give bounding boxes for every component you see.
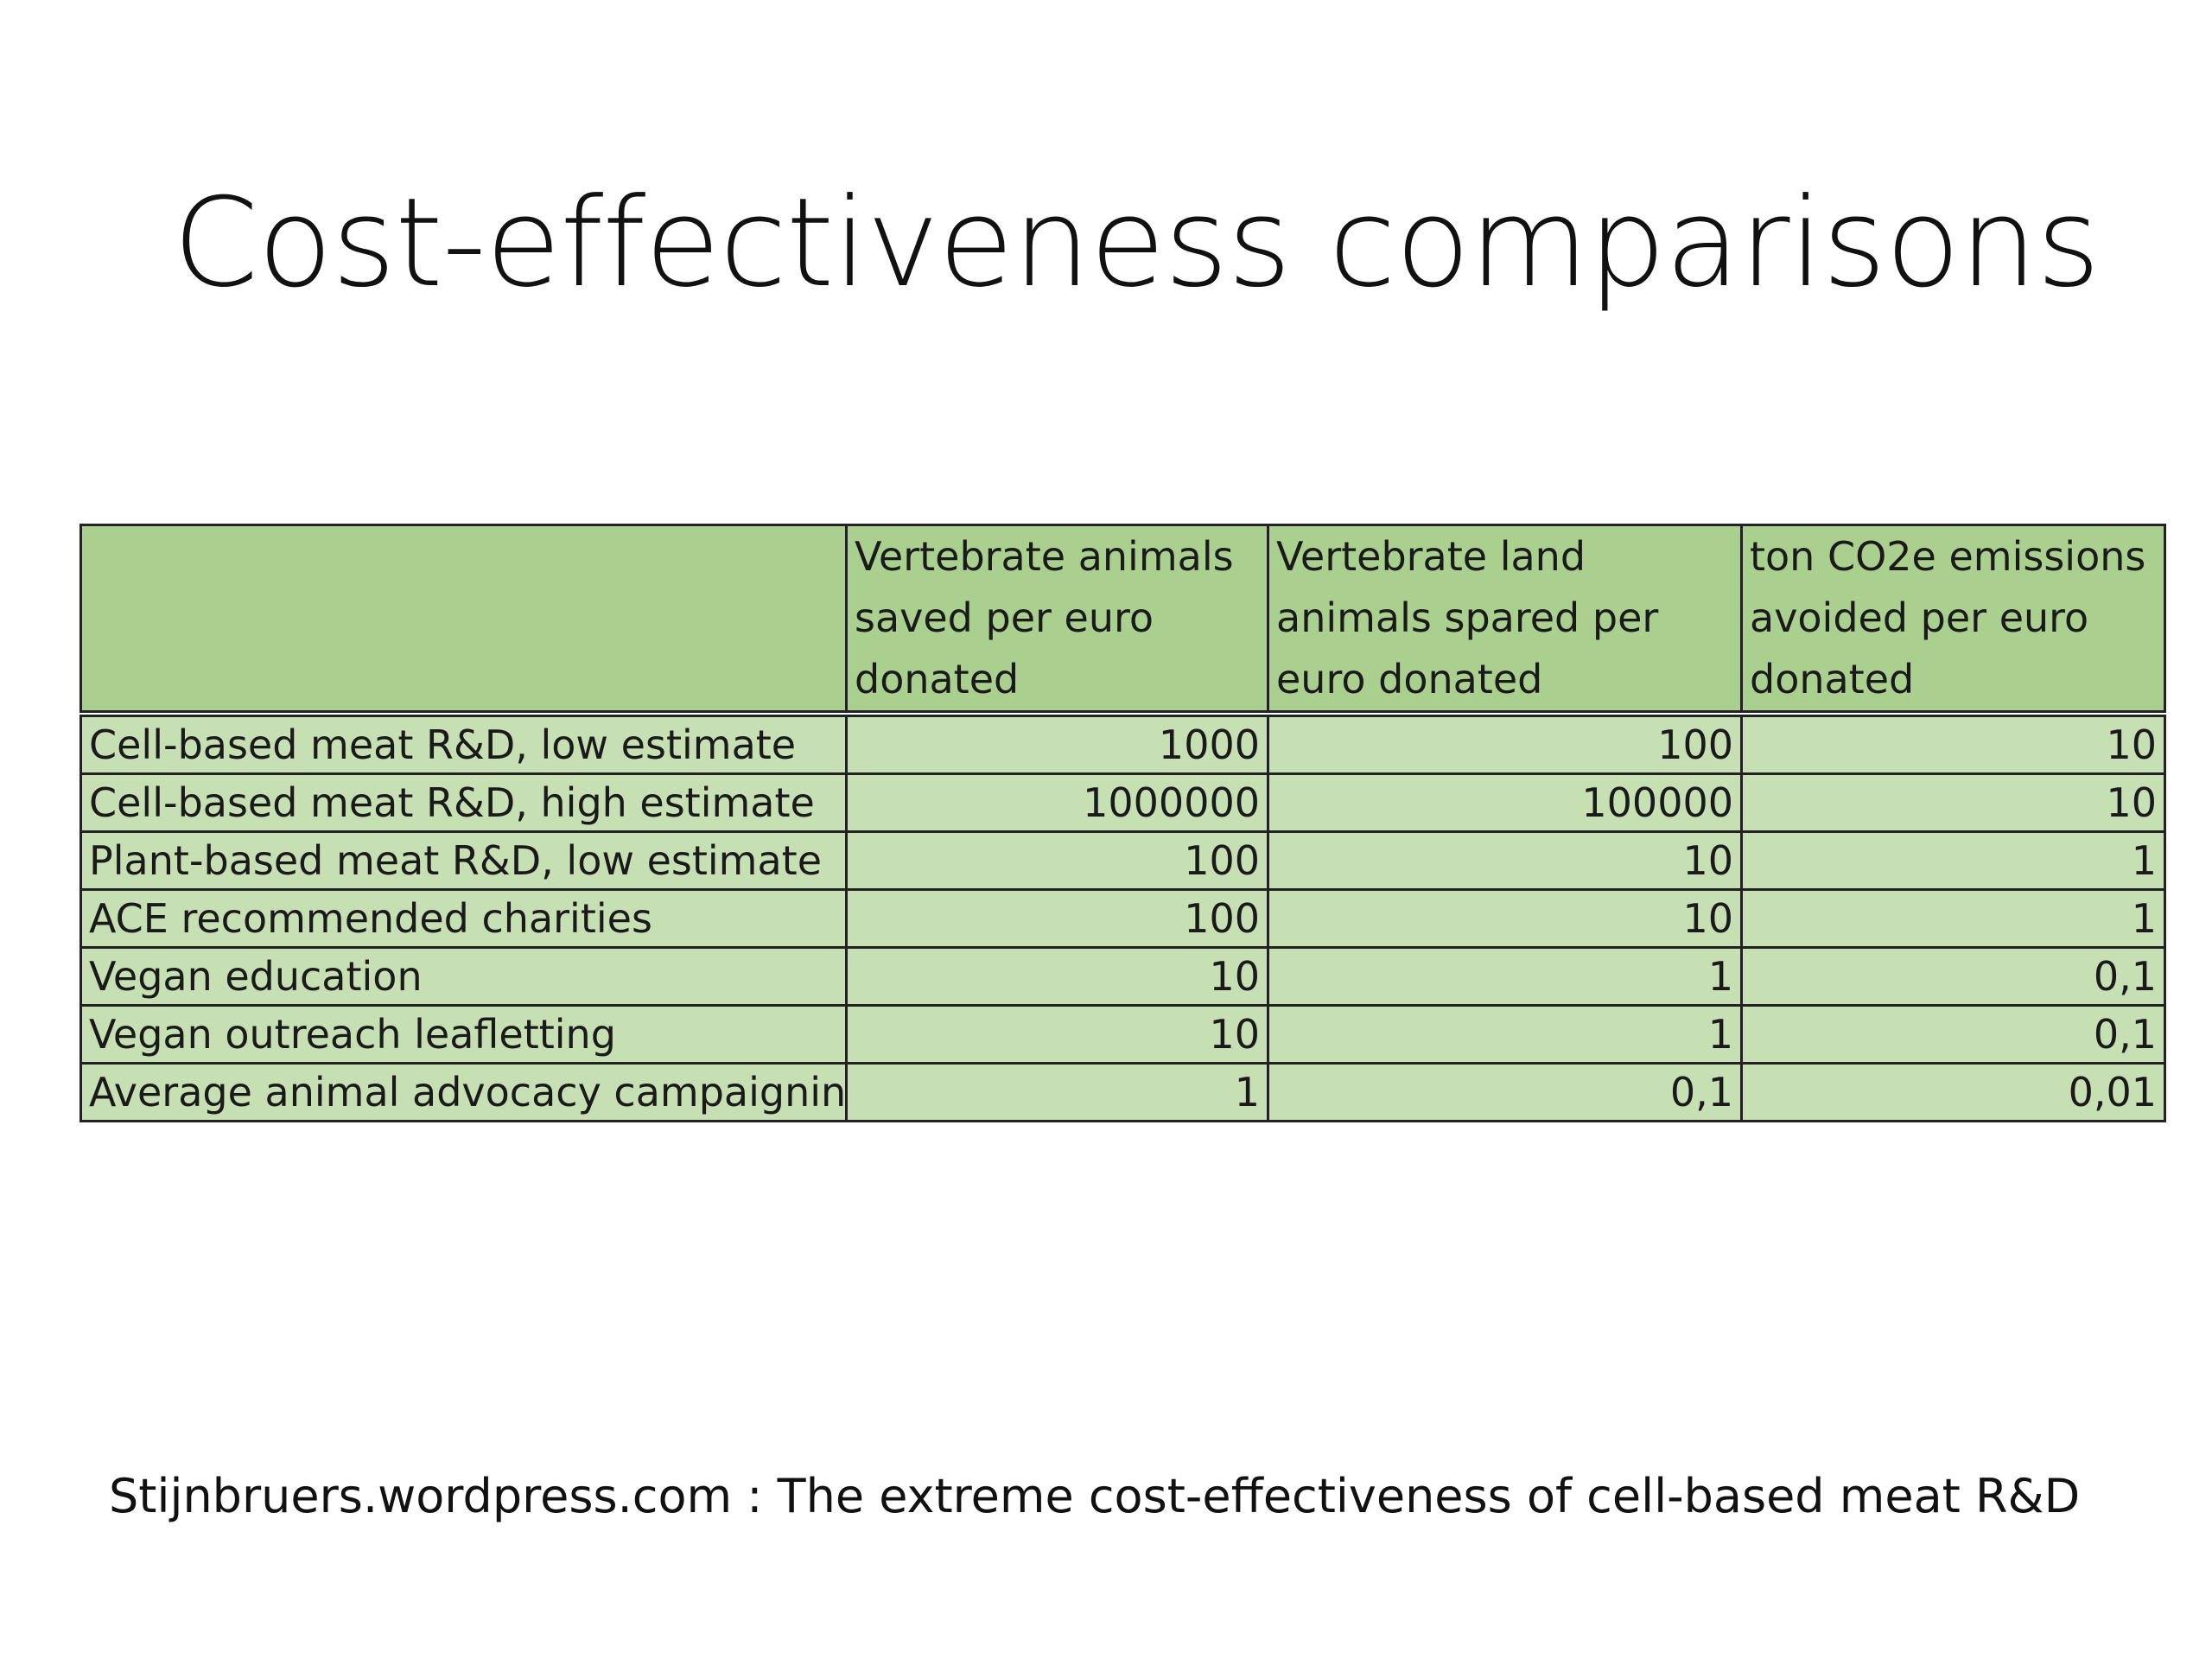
table-header-row: Vertebrate animals saved per euro donate… xyxy=(79,524,2166,715)
value-land-animals-spared: 10 xyxy=(1267,888,1743,949)
table-row: ACE recommended charities 100 10 1 xyxy=(79,888,2166,949)
value-co2e-avoided: 1 xyxy=(1740,830,2166,891)
table-row: Average animal advocacy campaigning 1 0,… xyxy=(79,1062,2166,1122)
value-co2e-avoided: 0,1 xyxy=(1740,946,2166,1007)
slide-title: Cost-effectiveness comparisons xyxy=(173,172,2101,315)
row-label: Cell-based meat R&D, high estimate xyxy=(79,772,848,833)
value-co2e-avoided: 10 xyxy=(1740,712,2166,775)
source-citation: Stijnbruers.wordpress.com : The extreme … xyxy=(109,1469,2081,1523)
value-animals-saved: 100 xyxy=(845,830,1269,891)
value-animals-saved: 1 xyxy=(845,1062,1269,1122)
header-cell-vertebrate-land-animals-spared: Vertebrate land animals spared per euro … xyxy=(1267,524,1743,715)
value-co2e-avoided: 0,1 xyxy=(1740,1004,2166,1065)
table-row: Plant-based meat R&D, low estimate 100 1… xyxy=(79,830,2166,891)
value-land-animals-spared: 10 xyxy=(1267,830,1743,891)
value-animals-saved: 100 xyxy=(845,888,1269,949)
table-row: Cell-based meat R&D, high estimate 10000… xyxy=(79,772,2166,833)
header-cell-blank xyxy=(79,524,848,715)
value-animals-saved: 1000 xyxy=(845,712,1269,775)
value-land-animals-spared: 0,1 xyxy=(1267,1062,1743,1122)
comparison-table-container: Vertebrate animals saved per euro donate… xyxy=(79,524,2166,1122)
row-label: Vegan education xyxy=(79,946,848,1007)
value-co2e-avoided: 10 xyxy=(1740,772,2166,833)
header-cell-co2e-avoided: ton CO2e emissions avoided per euro dona… xyxy=(1740,524,2166,715)
value-land-animals-spared: 1 xyxy=(1267,1004,1743,1065)
value-animals-saved: 1000000 xyxy=(845,772,1269,833)
table-row: Vegan education 10 1 0,1 xyxy=(79,946,2166,1007)
value-co2e-avoided: 0,01 xyxy=(1740,1062,2166,1122)
value-co2e-avoided: 1 xyxy=(1740,888,2166,949)
value-animals-saved: 10 xyxy=(845,946,1269,1007)
value-animals-saved: 10 xyxy=(845,1004,1269,1065)
table-row: Cell-based meat R&D, low estimate 1000 1… xyxy=(79,712,2166,775)
value-land-animals-spared: 100 xyxy=(1267,712,1743,775)
cost-effectiveness-table: Vertebrate animals saved per euro donate… xyxy=(79,524,2166,1122)
row-label: Average animal advocacy campaigning xyxy=(79,1062,848,1122)
row-label: ACE recommended charities xyxy=(79,888,848,949)
value-land-animals-spared: 1 xyxy=(1267,946,1743,1007)
table-row: Vegan outreach leafletting 10 1 0,1 xyxy=(79,1004,2166,1065)
row-label: Cell-based meat R&D, low estimate xyxy=(79,712,848,775)
value-land-animals-spared: 100000 xyxy=(1267,772,1743,833)
row-label: Vegan outreach leafletting xyxy=(79,1004,848,1065)
header-cell-vertebrate-animals-saved: Vertebrate animals saved per euro donate… xyxy=(845,524,1269,715)
row-label: Plant-based meat R&D, low estimate xyxy=(79,830,848,891)
